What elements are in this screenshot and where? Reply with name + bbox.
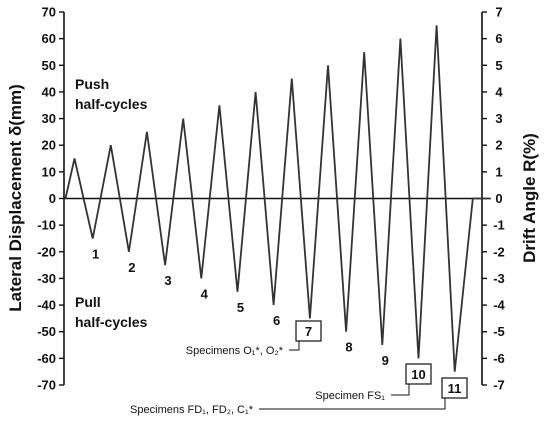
left-tick-label: 20: [42, 138, 56, 153]
displacement-series-line: [64, 25, 491, 372]
annotation-leader: [289, 341, 300, 351]
right-tick-label: 2: [495, 138, 502, 153]
right-tick-label: -4: [493, 298, 505, 313]
left-tick-label: -20: [37, 244, 56, 259]
cycle-labels: 1 2 3 4 5 6 8 9: [92, 246, 389, 368]
pull-label-line2: half-cycles: [75, 314, 148, 330]
cycle-box-10: [405, 363, 432, 385]
left-tick-label: -30: [37, 271, 56, 286]
right-tick-label: 1: [495, 164, 502, 179]
left-tick-label: 60: [42, 31, 56, 46]
annotation-leader: [391, 384, 410, 396]
right-tick-label: 5: [495, 58, 502, 73]
push-label-line2: half-cycles: [75, 96, 148, 112]
cycle-label-10: 10: [411, 367, 425, 382]
right-tick-label: 0: [495, 191, 502, 206]
left-tick-label: -40: [37, 298, 56, 313]
cycle-label-5: 5: [237, 300, 244, 315]
specimen-annotation: Specimens FD₁, FD₂, C₁*: [130, 404, 254, 416]
right-axis-ticks: 7 6 5 4 3 2 1 0 -1 -2 -3 -4 -5 -6 -7: [482, 5, 506, 393]
right-tick-label: 6: [495, 31, 502, 46]
right-tick-label: -5: [493, 324, 505, 339]
push-label-line1: Push: [75, 76, 109, 92]
pull-label-line1: Pull: [75, 294, 101, 310]
right-tick-label: 7: [495, 5, 502, 20]
left-tick-label: 40: [42, 84, 56, 99]
left-tick-label: 30: [42, 111, 56, 126]
cycle-label-7: 7: [305, 324, 312, 339]
right-tick-label: -6: [493, 351, 505, 366]
annotation-leader: [259, 398, 446, 410]
cycle-label-8: 8: [345, 340, 352, 355]
specimen-annotation: Specimen FS₁: [315, 390, 385, 402]
cycle-label-4: 4: [201, 286, 209, 301]
cycle-label-11: 11: [448, 381, 462, 396]
cycle-label-1: 1: [92, 246, 99, 261]
right-tick-label: 3: [495, 111, 502, 126]
specimen-annotation: Specimens O₁*, O₂*: [186, 345, 284, 357]
y-axis-title: Lateral Displacement δ(mm): [6, 84, 25, 312]
cycle-label-9: 9: [382, 353, 389, 368]
left-tick-label: -10: [37, 218, 56, 233]
cycle-label-6: 6: [273, 313, 280, 328]
left-tick-label: -60: [37, 351, 56, 366]
y2-axis-title: Drift Angle R(%): [520, 133, 539, 263]
left-tick-label: 0: [49, 191, 56, 206]
left-axis-ticks: 70 60 50 40 30 20 10 0 -10 -20 -30 -40 -50 -60 -70: [37, 5, 64, 393]
cycle-label-3: 3: [164, 273, 171, 288]
left-tick-label: 50: [42, 58, 56, 73]
right-tick-label: -1: [493, 218, 505, 233]
left-tick-label: -70: [37, 378, 56, 393]
right-tick-label: -3: [493, 271, 505, 286]
cycle-box-11: [441, 377, 468, 399]
specimen-annotations: 7 Specimens O₁*, O₂* 10 Specimen FS₁ 11 Speci…: [130, 320, 468, 416]
right-tick-label: -2: [493, 244, 505, 259]
cycle-label-2: 2: [128, 260, 135, 275]
right-tick-label: 4: [495, 84, 503, 99]
left-tick-label: -50: [37, 324, 56, 339]
left-tick-label: 70: [42, 5, 56, 20]
cycle-box-7: [295, 320, 322, 342]
right-tick-label: -7: [493, 378, 505, 393]
left-tick-label: 10: [42, 164, 56, 179]
